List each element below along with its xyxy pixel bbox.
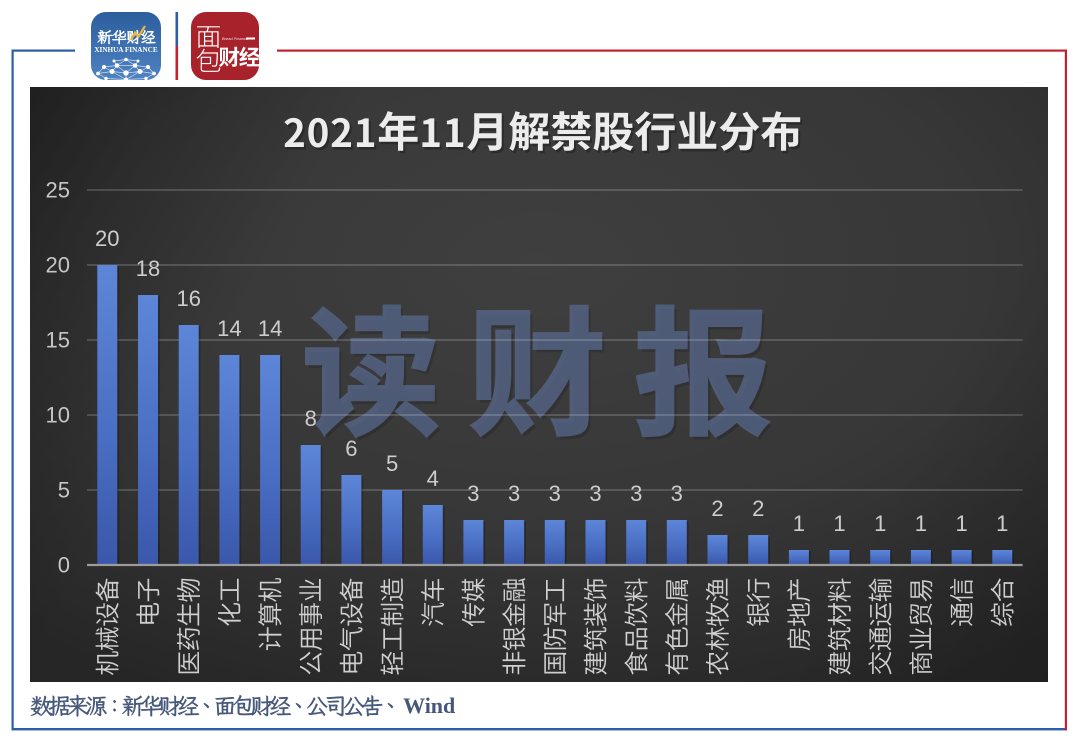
svg-text:16: 16: [176, 286, 200, 311]
svg-text:14: 14: [258, 316, 282, 341]
svg-text:2: 2: [752, 496, 764, 521]
svg-text:XINHUA FINANCE: XINHUA FINANCE: [94, 46, 157, 54]
svg-text:1: 1: [955, 511, 967, 536]
svg-text:25: 25: [46, 178, 70, 203]
svg-text:1: 1: [915, 511, 927, 536]
svg-text:10: 10: [46, 403, 70, 428]
svg-text:3: 3: [589, 481, 601, 506]
svg-text:6: 6: [345, 436, 357, 461]
svg-text:3: 3: [549, 481, 561, 506]
svg-text:Wind: Wind: [403, 693, 455, 718]
svg-text:Bread Finance: Bread Finance: [222, 36, 249, 41]
svg-text:5: 5: [386, 451, 398, 476]
svg-text:2: 2: [711, 496, 723, 521]
svg-text:1: 1: [996, 511, 1008, 536]
svg-text:1: 1: [833, 511, 845, 536]
svg-text:18: 18: [136, 256, 160, 281]
svg-text:1: 1: [793, 511, 805, 536]
svg-text:0: 0: [58, 553, 70, 578]
svg-text:8: 8: [305, 406, 317, 431]
svg-text:3: 3: [508, 481, 520, 506]
svg-text:3: 3: [671, 481, 683, 506]
svg-text:14: 14: [217, 316, 241, 341]
svg-text:3: 3: [467, 481, 479, 506]
svg-text:4: 4: [427, 466, 439, 491]
svg-text:5: 5: [58, 478, 70, 503]
svg-text:20: 20: [46, 253, 70, 278]
svg-text:15: 15: [46, 328, 70, 353]
svg-text:3: 3: [630, 481, 642, 506]
svg-text:20: 20: [95, 226, 119, 251]
svg-text:1: 1: [874, 511, 886, 536]
